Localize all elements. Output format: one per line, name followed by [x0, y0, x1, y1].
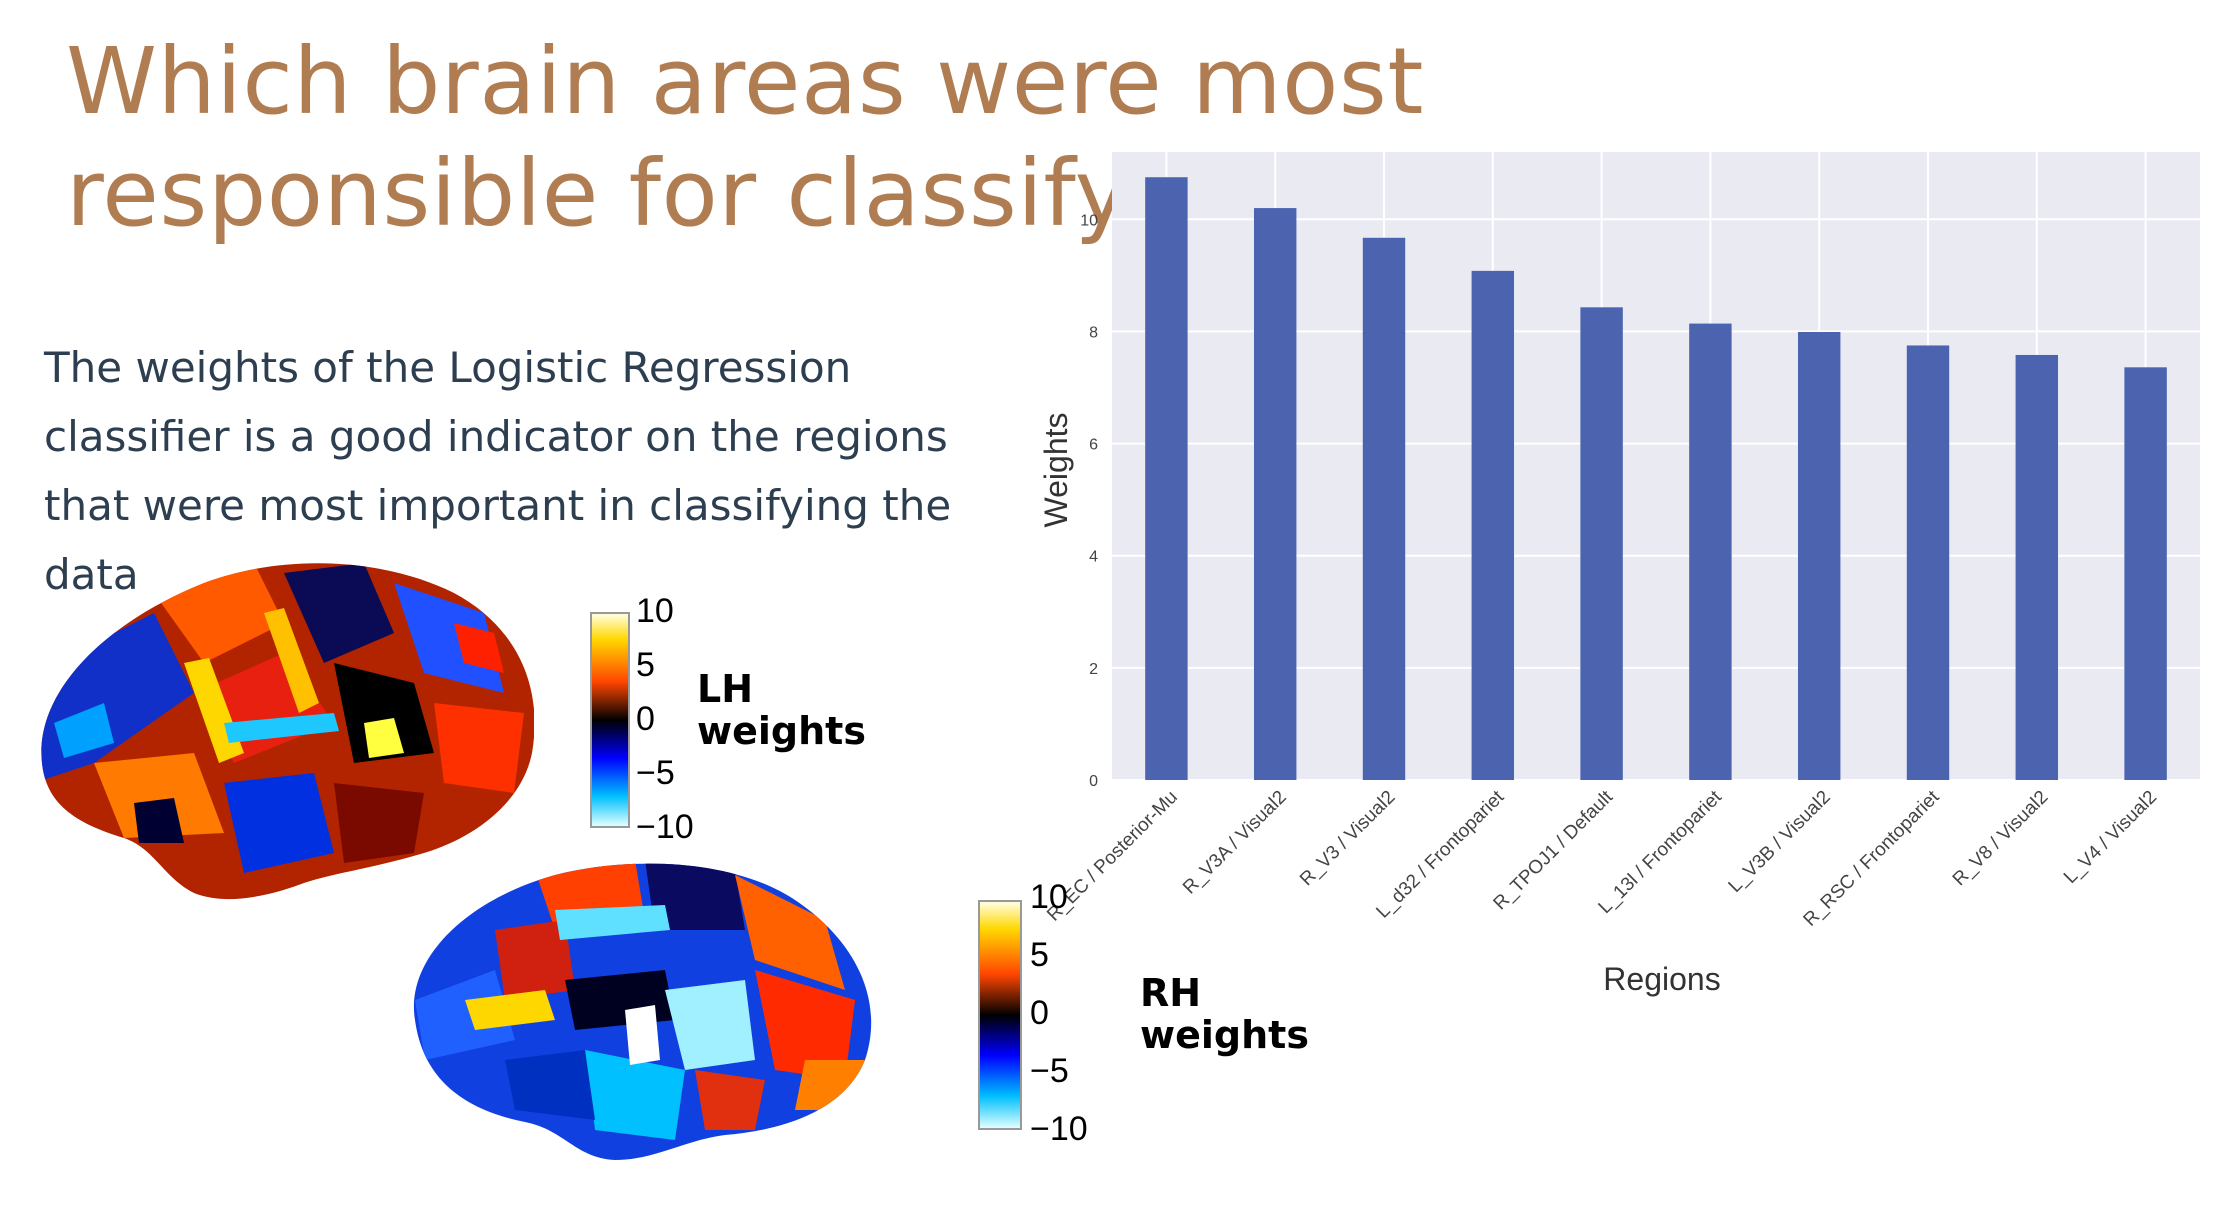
bar: [1580, 307, 1623, 780]
x-tick-label: R_TPOJ1 / Default: [1490, 786, 1618, 914]
y-tick-label: 8: [1089, 324, 1098, 341]
bar: [1253, 208, 1297, 781]
lh-colorbar-tick: 10: [636, 592, 674, 630]
y-tick-label: 10: [1080, 212, 1098, 229]
bar: [1471, 270, 1515, 780]
bar: [1689, 323, 1732, 780]
y-tick-label: 0: [1089, 773, 1098, 790]
slide-body-text: The weights of the Logistic Regression c…: [44, 343, 952, 599]
lh-colorbar-tick: 0: [636, 700, 655, 738]
rh-colorbar-tick: 10: [1030, 878, 1068, 916]
y-tick-label: 4: [1089, 549, 1098, 566]
y-tick-label: 6: [1089, 437, 1098, 454]
bar: [1906, 345, 1950, 780]
x-axis-label: Regions: [1603, 961, 1720, 997]
lh-colorbar-tick: −5: [636, 754, 675, 792]
rh-colorbar-tick: −5: [1030, 1052, 1069, 1090]
y-axis-label: Weights: [1038, 412, 1074, 527]
lh-colorbar-tick: −10: [636, 808, 694, 846]
y-tick-label: 2: [1089, 661, 1098, 678]
lh-brain-surface: [41, 563, 534, 900]
lh-colorbar-tick: 5: [636, 646, 655, 684]
rh-colorbar-label: RH weights: [1140, 971, 1309, 1057]
x-tick-label: R_V3 / Visual2: [1296, 787, 1399, 890]
lh-colorbar-label: LH weights: [697, 667, 866, 753]
rh-colorbar-tick: 0: [1030, 994, 1049, 1032]
x-tick-label: L_13l / Frontopariet: [1595, 786, 1727, 918]
rh-colorbar: [978, 900, 1022, 1130]
x-tick-label: R_V8 / Visual2: [1949, 787, 2052, 890]
bar: [1145, 177, 1188, 780]
rh-colorbar-tick: 5: [1030, 936, 1049, 974]
x-tick-label: L_V3B / Visual2: [1725, 787, 1835, 897]
rh-colorbar-tick: −10: [1030, 1110, 1088, 1148]
rh-brain-surface: [413, 863, 872, 1161]
x-tick-label: R_V3A / Visual2: [1179, 787, 1291, 899]
bar: [1362, 237, 1406, 780]
bar: [2015, 354, 2059, 780]
bar: [2124, 367, 2167, 780]
lh-colorbar: [590, 612, 630, 828]
bar: [1797, 331, 1841, 780]
x-tick-label: L_V4 / Visual2: [2060, 787, 2161, 888]
